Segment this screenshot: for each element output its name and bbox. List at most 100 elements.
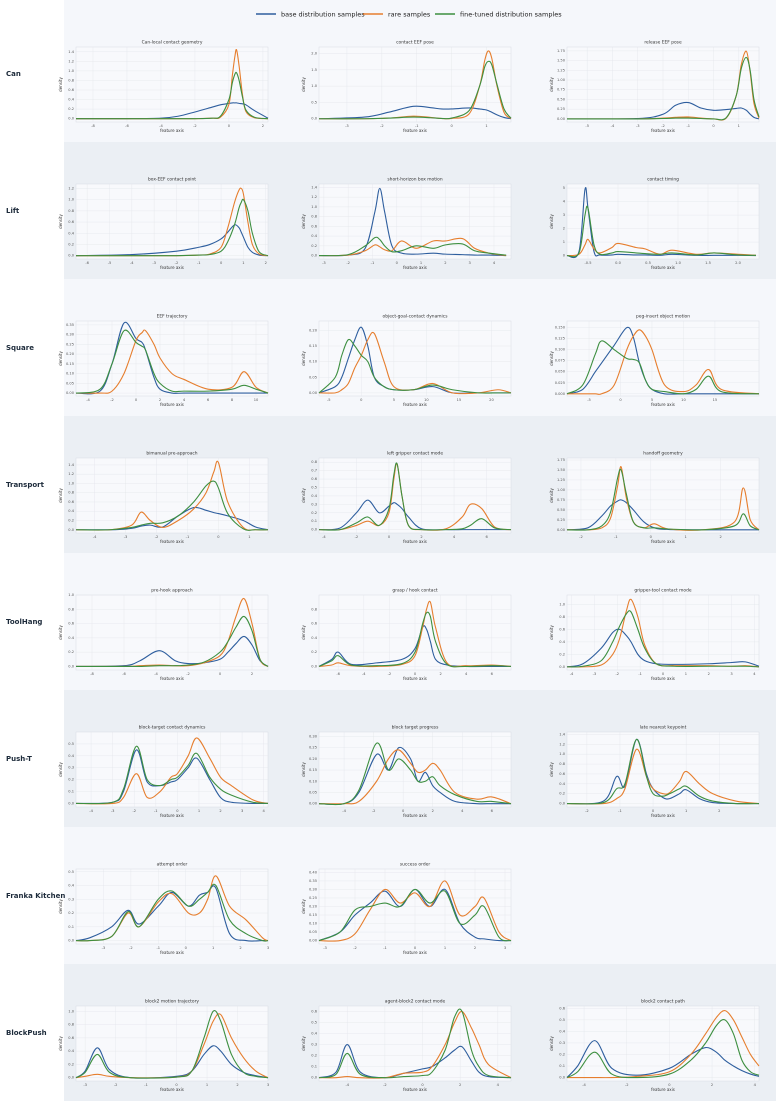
y-tick-label: 0.00 bbox=[309, 391, 318, 395]
y-tick-label: 1.4 bbox=[559, 732, 565, 736]
x-axis-label: feature axis bbox=[651, 402, 675, 407]
x-tick-label: 3 bbox=[267, 1083, 269, 1087]
y-axis-label: density bbox=[549, 77, 554, 92]
density-line bbox=[318, 499, 511, 531]
y-tick-label: 0.05 bbox=[66, 381, 74, 385]
x-tick-label: 0 bbox=[451, 124, 454, 128]
x-axis-label: feature axis bbox=[160, 676, 184, 681]
y-tick-label: 0.5 bbox=[311, 1021, 317, 1025]
plot-area bbox=[318, 320, 512, 397]
x-tick-label: 1.5 bbox=[705, 261, 711, 265]
y-tick-label: 0.8 bbox=[68, 607, 74, 611]
y-tick-label: 0.30 bbox=[309, 734, 318, 738]
x-tick-label: -2 bbox=[353, 946, 357, 950]
y-tick-label: 1.5 bbox=[311, 68, 317, 72]
x-tick-label: 0 bbox=[360, 398, 363, 402]
density-line bbox=[318, 611, 512, 668]
x-tick-label: 10 bbox=[424, 398, 429, 402]
x-tick-label: -4 bbox=[342, 809, 346, 813]
y-tick-label: 1.0 bbox=[68, 1009, 74, 1013]
x-tick-label: 0.0 bbox=[615, 261, 621, 265]
y-axis-label: density bbox=[301, 214, 306, 229]
x-tick-label: -2 bbox=[380, 124, 384, 128]
x-tick-label: -8 bbox=[91, 124, 95, 128]
y-axis-label: density bbox=[549, 625, 554, 640]
y-tick-label: 0.8 bbox=[311, 215, 317, 219]
y-tick-label: 0.10 bbox=[309, 360, 318, 364]
y-tick-label: 0.25 bbox=[309, 896, 317, 900]
y-tick-label: 0.0 bbox=[559, 1076, 565, 1080]
y-axis-label: density bbox=[58, 1036, 63, 1051]
x-axis-label: feature axis bbox=[403, 539, 427, 544]
y-tick-label: 1.4 bbox=[311, 185, 317, 189]
y-tick-label: 0.05 bbox=[309, 790, 317, 794]
x-axis-label: feature axis bbox=[160, 950, 184, 955]
y-tick-label: 0.0 bbox=[559, 665, 565, 669]
chart-title: late nearest keypoint bbox=[640, 725, 687, 731]
density-line bbox=[566, 205, 757, 258]
plot-area bbox=[75, 594, 269, 671]
y-tick-label: 0.20 bbox=[309, 905, 318, 909]
x-tick-label: -2 bbox=[155, 535, 159, 539]
y-tick-label: 0.5 bbox=[311, 100, 317, 104]
y-tick-label: 0.10 bbox=[309, 922, 318, 926]
density-line bbox=[566, 187, 757, 259]
density-line bbox=[75, 749, 269, 805]
y-tick-label: 0.05 bbox=[309, 375, 317, 379]
x-tick-label: 4 bbox=[754, 1083, 757, 1087]
y-tick-label: 1.2 bbox=[68, 59, 74, 63]
x-tick-label: 2 bbox=[459, 1083, 461, 1087]
density-line bbox=[318, 888, 512, 942]
y-tick-label: 2 bbox=[563, 227, 565, 231]
density-line bbox=[566, 468, 760, 531]
x-tick-label: 4 bbox=[753, 672, 756, 676]
y-tick-label: 0.1 bbox=[68, 790, 74, 794]
x-tick-label: 15 bbox=[713, 398, 718, 402]
density-line bbox=[566, 738, 760, 805]
density-line bbox=[76, 71, 269, 120]
x-tick-label: 2 bbox=[219, 809, 221, 813]
x-tick-label: 0 bbox=[175, 1083, 178, 1087]
x-tick-label: 6 bbox=[491, 809, 494, 813]
row-label: Lift bbox=[6, 207, 20, 215]
x-tick-label: -3 bbox=[593, 672, 597, 676]
y-axis-label: density bbox=[58, 214, 63, 229]
y-tick-label: 0.8 bbox=[68, 1023, 74, 1027]
y-tick-label: 0.5 bbox=[311, 485, 317, 489]
x-tick-label: 1 bbox=[242, 261, 244, 265]
x-tick-label: -2 bbox=[193, 124, 197, 128]
y-tick-label: 1.0 bbox=[559, 752, 565, 756]
row-label: Transport bbox=[6, 481, 45, 489]
x-tick-label: -3 bbox=[111, 809, 115, 813]
chart-title: short-horizon box motion bbox=[387, 177, 442, 183]
x-tick-label: 1 bbox=[685, 535, 687, 539]
y-tick-label: 0.7 bbox=[311, 469, 317, 473]
x-tick-label: 2 bbox=[444, 261, 446, 265]
y-tick-label: 1.0 bbox=[68, 593, 74, 597]
density-line bbox=[566, 340, 760, 395]
x-tick-label: -2 bbox=[388, 672, 392, 676]
y-tick-label: 0.6 bbox=[311, 622, 317, 626]
x-tick-label: -2 bbox=[579, 535, 583, 539]
y-tick-label: 0.6 bbox=[559, 772, 565, 776]
chart-title: agent-block2 contact mode bbox=[385, 999, 446, 1005]
y-tick-label: 0.00 bbox=[557, 528, 566, 532]
y-tick-label: 0.2 bbox=[68, 1062, 74, 1066]
x-tick-label: -2 bbox=[175, 261, 179, 265]
chart-title: attempt order bbox=[157, 862, 188, 868]
y-tick-label: 0.20 bbox=[309, 328, 318, 332]
density-line bbox=[75, 506, 269, 531]
x-axis-label: feature axis bbox=[651, 676, 675, 681]
y-tick-label: 0.25 bbox=[557, 107, 565, 111]
y-tick-label: 0.25 bbox=[66, 342, 74, 346]
y-tick-label: 0.4 bbox=[68, 231, 74, 235]
x-tick-label: 2 bbox=[474, 946, 476, 950]
y-axis-label: density bbox=[58, 625, 63, 640]
x-tick-label: -5 bbox=[327, 398, 331, 402]
density-line bbox=[75, 1010, 269, 1079]
y-axis-label: density bbox=[549, 762, 554, 777]
y-tick-label: 1.0 bbox=[559, 602, 565, 606]
density-line bbox=[566, 628, 760, 668]
y-tick-label: 2.0 bbox=[311, 52, 317, 56]
y-tick-label: 0.0 bbox=[68, 1076, 74, 1080]
